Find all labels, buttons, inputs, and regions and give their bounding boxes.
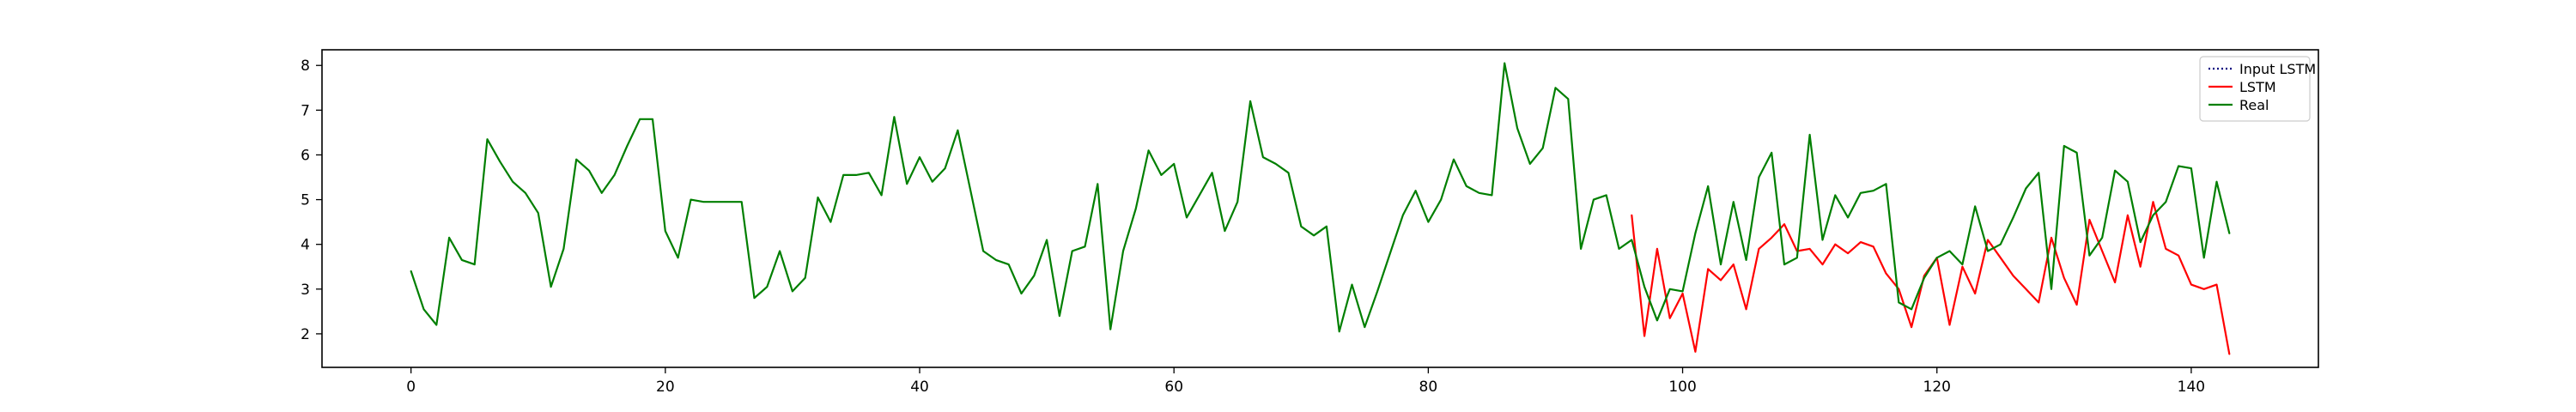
x-tick-label: 40: [910, 379, 929, 396]
legend-label: Input LSTM: [2239, 61, 2316, 77]
x-tick-label: 100: [1668, 379, 1696, 396]
y-tick-label: 3: [301, 282, 310, 299]
y-tick-label: 2: [301, 326, 310, 343]
y-tick-label: 7: [301, 102, 310, 119]
x-axis: 0 20 40 60 80 100 120 140: [406, 367, 2205, 396]
y-tick-label: 6: [301, 147, 310, 164]
series-layer: [410, 62, 2231, 355]
plot-frame: [321, 49, 2319, 368]
x-tick-label: 60: [1164, 379, 1183, 396]
legend-label: Real: [2239, 97, 2269, 113]
y-tick-label: 8: [301, 58, 310, 75]
x-tick-label: 20: [656, 379, 675, 396]
legend: Input LSTM LSTM Real: [2199, 56, 2316, 122]
x-tick-label: 0: [406, 379, 416, 396]
y-axis: 2 3 4 5 6 7 8: [301, 58, 322, 343]
y-tick-label: 4: [301, 237, 310, 254]
x-tick-label: 140: [2178, 379, 2205, 396]
y-tick-label: 5: [301, 192, 310, 209]
x-tick-label: 80: [1419, 379, 1438, 396]
legend-label: LSTM: [2239, 79, 2276, 95]
series-line-real: [410, 62, 2231, 333]
x-tick-label: 120: [1923, 379, 1951, 396]
